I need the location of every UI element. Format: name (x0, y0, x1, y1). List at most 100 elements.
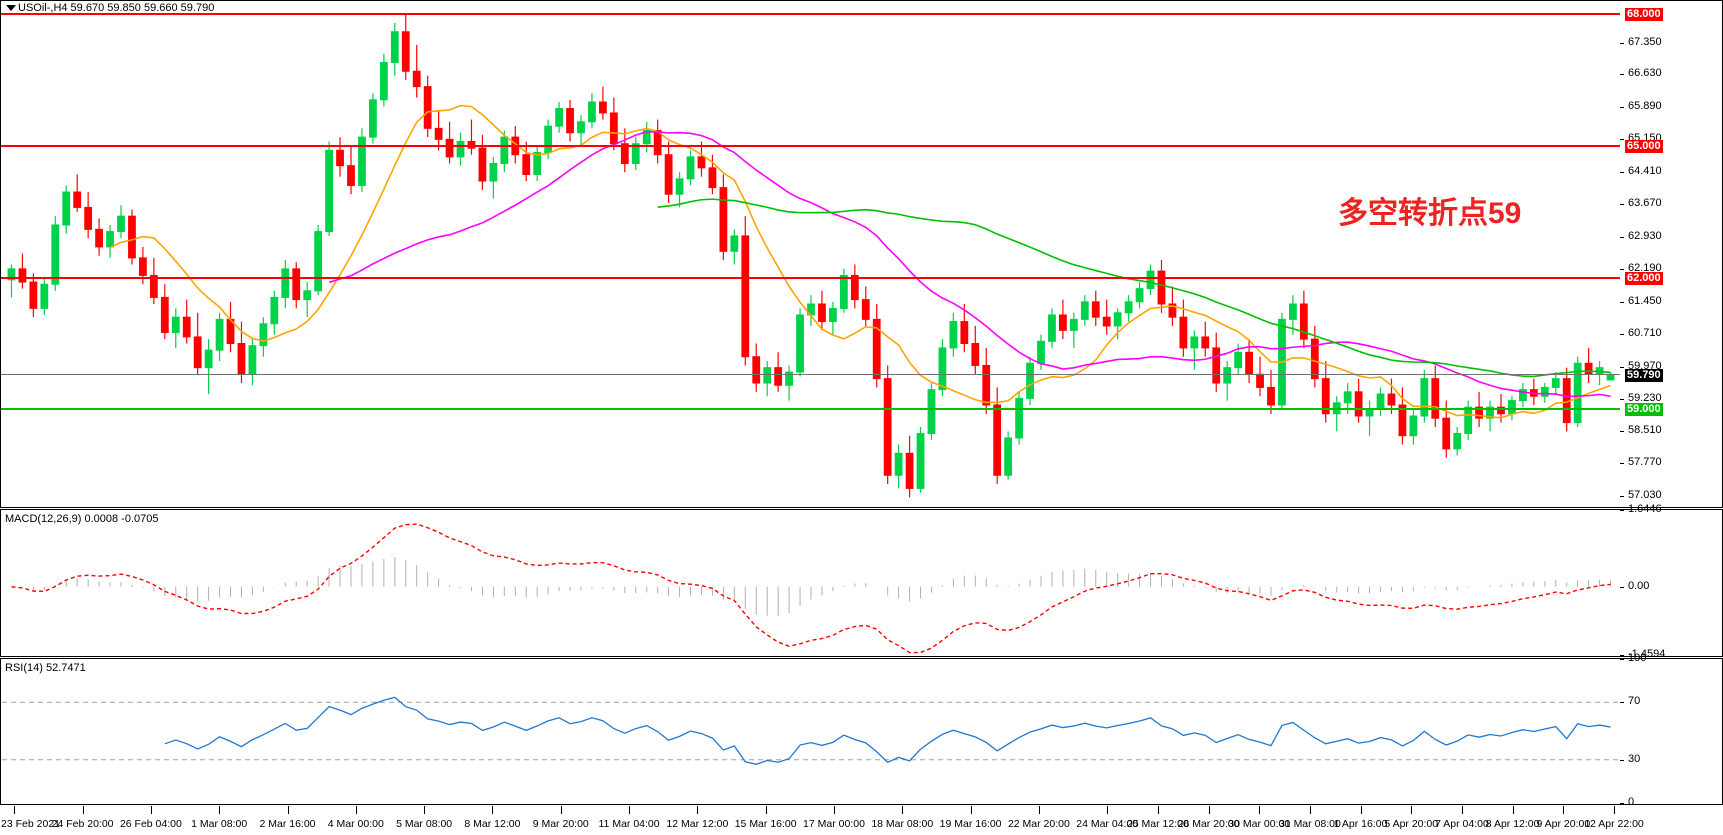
candle-body (139, 257, 147, 276)
candle-body (588, 101, 596, 123)
time-axis-tick (1208, 806, 1210, 814)
candle-body (1387, 393, 1396, 406)
candle-body (160, 296, 169, 334)
time-axis-tick (1614, 806, 1615, 814)
candle-body (916, 433, 925, 489)
time-axis-label: 2 Mar 16:00 (259, 818, 316, 830)
time-axis-tick (150, 806, 152, 814)
rsi-axis-label: 30 (1628, 752, 1641, 765)
time-axis-tick (970, 806, 972, 814)
candle-body (29, 281, 38, 309)
time-axis-label: 7 Apr 04:00 (1435, 818, 1489, 830)
candle-body (664, 154, 673, 195)
candle-body (193, 336, 202, 369)
candle-body (1069, 318, 1078, 331)
price-axis-tick (1620, 74, 1624, 76)
candle-body (1354, 391, 1363, 417)
price-axis-label: 64.410 (1628, 164, 1662, 177)
candle-body (1442, 417, 1451, 450)
candle-body (292, 268, 301, 301)
candle-body (1299, 303, 1308, 340)
rsi-axis-tick (1620, 803, 1624, 804)
candle-body (1267, 386, 1275, 406)
candle-body (829, 307, 837, 323)
macd-signal-line (11, 523, 1611, 654)
candle-body (95, 228, 103, 248)
time-axis-label: 17 Mar 00:00 (803, 818, 865, 830)
candle-body (347, 165, 355, 186)
candle-body (1475, 406, 1483, 419)
price-level-tag: 62.000 (1625, 271, 1663, 285)
time-axis-tick (629, 806, 631, 814)
candle-body (1486, 406, 1494, 419)
price-axis-label: 66.630 (1628, 67, 1662, 80)
candle-body (489, 162, 498, 182)
candle-body (40, 283, 49, 309)
price-axis-label: 63.670 (1628, 197, 1662, 210)
candle-body (609, 112, 618, 145)
candle-body (1409, 415, 1418, 437)
time-axis-label: 4 Mar 00:00 (327, 818, 384, 830)
candle-body (949, 321, 958, 349)
macd-axis-label: 1.6446 (1628, 503, 1662, 515)
candle-body (971, 343, 980, 366)
candle-body (697, 156, 706, 169)
moving-average-line (328, 130, 1611, 398)
candle-body (1026, 362, 1034, 399)
candle-body (1453, 433, 1462, 450)
time-axis-label: 31 Mar 08:00 (1278, 818, 1341, 830)
price-axis-tick (1620, 204, 1624, 206)
candle-body (905, 452, 914, 489)
time-axis-tick (219, 806, 221, 814)
price-axis-tick (1620, 236, 1624, 238)
time-axis-tick (560, 806, 562, 814)
time-axis-tick (765, 806, 767, 814)
candle-body (1201, 336, 1210, 349)
macd-panel[interactable] (0, 509, 1723, 657)
candle-body (204, 349, 213, 369)
time-axis-tick (1461, 806, 1463, 814)
candle-body (708, 167, 717, 189)
candle-body (620, 143, 629, 164)
candle-body (631, 143, 640, 164)
candle-body (850, 274, 859, 301)
candle-body (577, 121, 585, 134)
price-level-line (1, 373, 1620, 375)
time-axis-label: 5 Apr 20:00 (1384, 818, 1439, 830)
candle-body (500, 136, 509, 164)
candle-body (117, 215, 125, 233)
time-axis-label: 30 Mar 00:00 (1228, 818, 1291, 830)
price-axis-tick (1620, 171, 1624, 173)
time-axis-label: 11 Mar 04:00 (598, 818, 660, 830)
candle-body (533, 152, 542, 175)
time-axis-tick (1038, 806, 1040, 814)
rsi-axis-label: 70 (1628, 695, 1641, 708)
candle-body (1059, 314, 1067, 331)
triangle-down-icon[interactable] (6, 5, 16, 11)
candle-body (675, 178, 684, 195)
candle-body (730, 235, 739, 252)
time-axis-tick (833, 806, 835, 814)
time-axis-tick (1360, 806, 1362, 814)
price-axis-tick (1620, 430, 1624, 432)
candle-body (379, 61, 388, 101)
price-axis-label: 57.030 (1628, 488, 1662, 501)
candle-body (1606, 374, 1615, 381)
candle-body (51, 224, 60, 285)
candle-body (982, 364, 991, 406)
price-level-tag: 65.000 (1625, 139, 1663, 153)
rsi-panel[interactable] (0, 658, 1723, 805)
candle-body (1004, 437, 1013, 476)
time-axis-tick (1309, 806, 1311, 814)
candle-body (1135, 288, 1144, 303)
time-axis-tick (492, 806, 494, 814)
candle-body (1168, 303, 1177, 318)
candle-body (434, 127, 443, 140)
candle-body (686, 156, 695, 180)
price-level-line (1, 408, 1620, 411)
rsi-axis-tick (1620, 659, 1624, 660)
candle-body (1551, 378, 1560, 388)
candle-body (1497, 406, 1505, 415)
price-axis-tick (1620, 366, 1624, 368)
symbol-header: USOil-,H4 59.670 59.850 59.660 59.790 (18, 2, 215, 14)
